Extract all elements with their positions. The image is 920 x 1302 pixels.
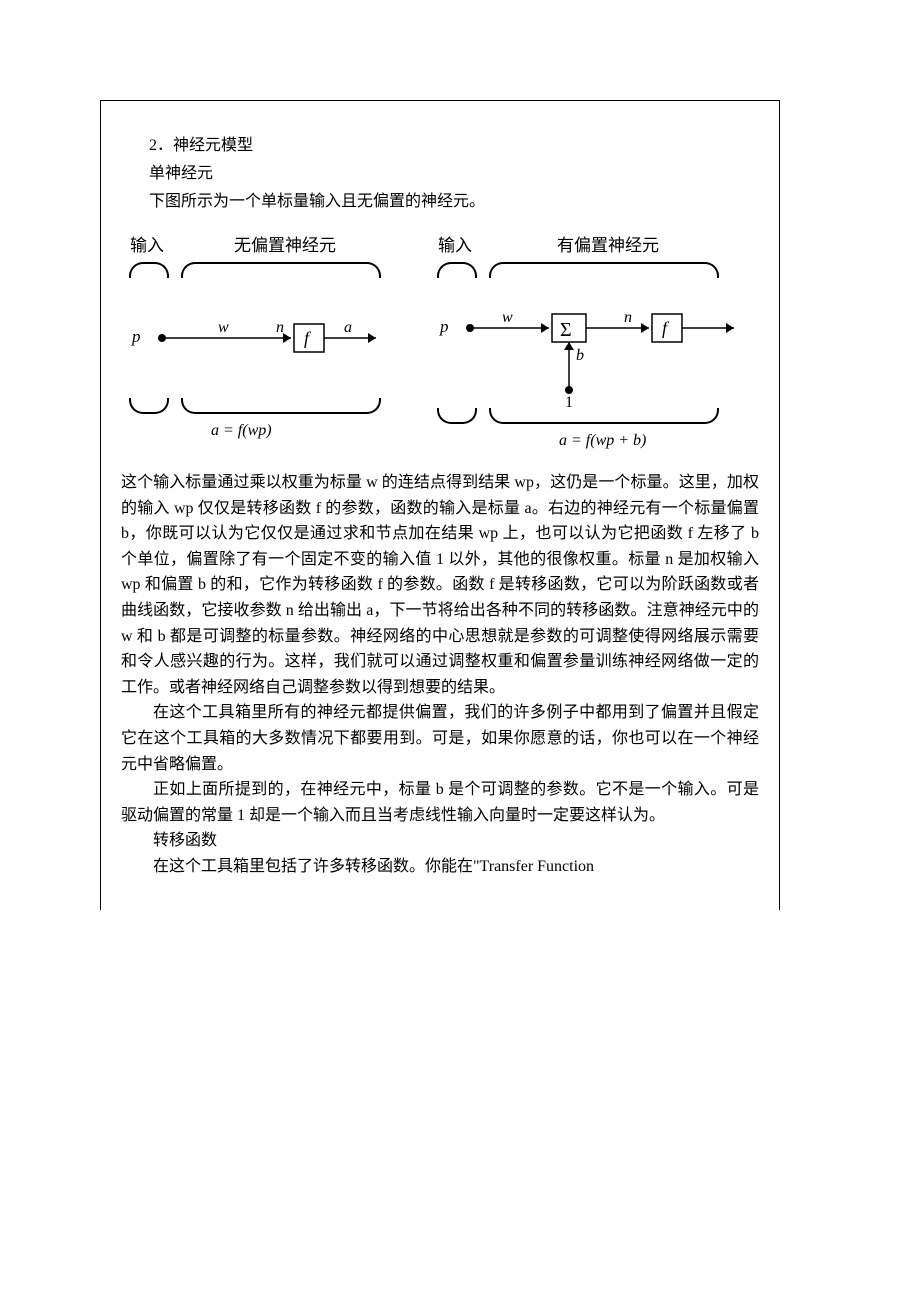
sigma-icon: Σ <box>560 319 572 341</box>
no-bias-neuron-svg: p w n f a <box>126 308 416 368</box>
no-bias-neuron-diagram: 输入 无偏置神经元 p w n f a <box>121 231 421 450</box>
bias-neuron-diagram: 输入 有偏置神经元 p w Σ b 1 <box>429 231 759 450</box>
var-p: p <box>439 317 449 336</box>
arrowhead-icon <box>283 333 291 343</box>
paragraph-1: 这个输入标量通过乘以权重为标量 w 的连结点得到结果 wp，这仍是一个标量。这里… <box>121 470 759 700</box>
var-a: a <box>344 319 352 336</box>
const-one: 1 <box>565 394 573 408</box>
bracket-icon <box>437 262 477 278</box>
bracket-icon <box>181 398 381 414</box>
intro-text: 下图所示为一个单标量输入且无偏置的神经元。 <box>121 187 759 211</box>
right-header: 输入 有偏置神经元 <box>429 231 759 256</box>
section-subtitle: 单神经元 <box>121 159 759 183</box>
arrowhead-icon <box>564 342 574 350</box>
section-number: 2． <box>149 137 173 154</box>
left-input-label: 输入 <box>121 231 173 256</box>
var-w: w <box>502 309 513 326</box>
section-title: 神经元模型 <box>173 137 253 154</box>
paragraph-3: 正如上面所提到的，在神经元中，标量 b 是个可调整的参数。它不是一个输入。可是驱… <box>121 777 759 828</box>
right-input-label: 输入 <box>429 231 481 256</box>
bias-neuron-svg: p w Σ b 1 n f <box>434 308 754 408</box>
var-n: n <box>276 319 284 336</box>
left-top-brackets <box>121 262 421 278</box>
left-equation: a = f(wp) <box>211 422 272 440</box>
right-neuron-label: 有偏置神经元 <box>493 231 723 256</box>
input-dot-icon <box>158 334 166 342</box>
arrowhead-icon <box>726 323 734 333</box>
var-p: p <box>131 327 141 346</box>
bracket-icon <box>489 408 719 424</box>
left-bottom-brackets <box>121 398 421 414</box>
left-header: 输入 无偏置神经元 <box>121 231 421 256</box>
paragraph-4: 在这个工具箱里包括了许多转移函数。你能在"Transfer Function <box>121 854 759 880</box>
bracket-icon <box>129 398 169 414</box>
var-w: w <box>218 319 229 336</box>
arrowhead-icon <box>541 323 549 333</box>
bracket-icon <box>489 262 719 278</box>
input-dot-icon <box>466 324 474 332</box>
neuron-diagrams: 输入 无偏置神经元 p w n f a <box>121 231 759 450</box>
paragraph-2: 在这个工具箱里所有的神经元都提供偏置，我们的许多例子中都用到了偏置并且假定它在这… <box>121 700 759 777</box>
arrowhead-icon <box>368 333 376 343</box>
right-equation: a = f(wp + b) <box>559 432 646 450</box>
section-heading: 2．神经元模型 <box>121 131 759 155</box>
left-neuron-label: 无偏置神经元 <box>185 231 385 256</box>
var-n: n <box>624 309 632 326</box>
page-frame: 2．神经元模型 单神经元 下图所示为一个单标量输入且无偏置的神经元。 输入 无偏… <box>100 100 780 910</box>
right-top-brackets <box>429 262 759 278</box>
arrowhead-icon <box>641 323 649 333</box>
bias-dot-icon <box>565 386 573 394</box>
var-b: b <box>576 347 584 364</box>
paragraph-4-title: 转移函数 <box>121 828 759 854</box>
bracket-icon <box>437 408 477 424</box>
bracket-icon <box>129 262 169 278</box>
var-f: f <box>304 328 312 348</box>
right-bottom-brackets <box>429 408 759 424</box>
bracket-icon <box>181 262 381 278</box>
var-f: f <box>662 318 670 338</box>
